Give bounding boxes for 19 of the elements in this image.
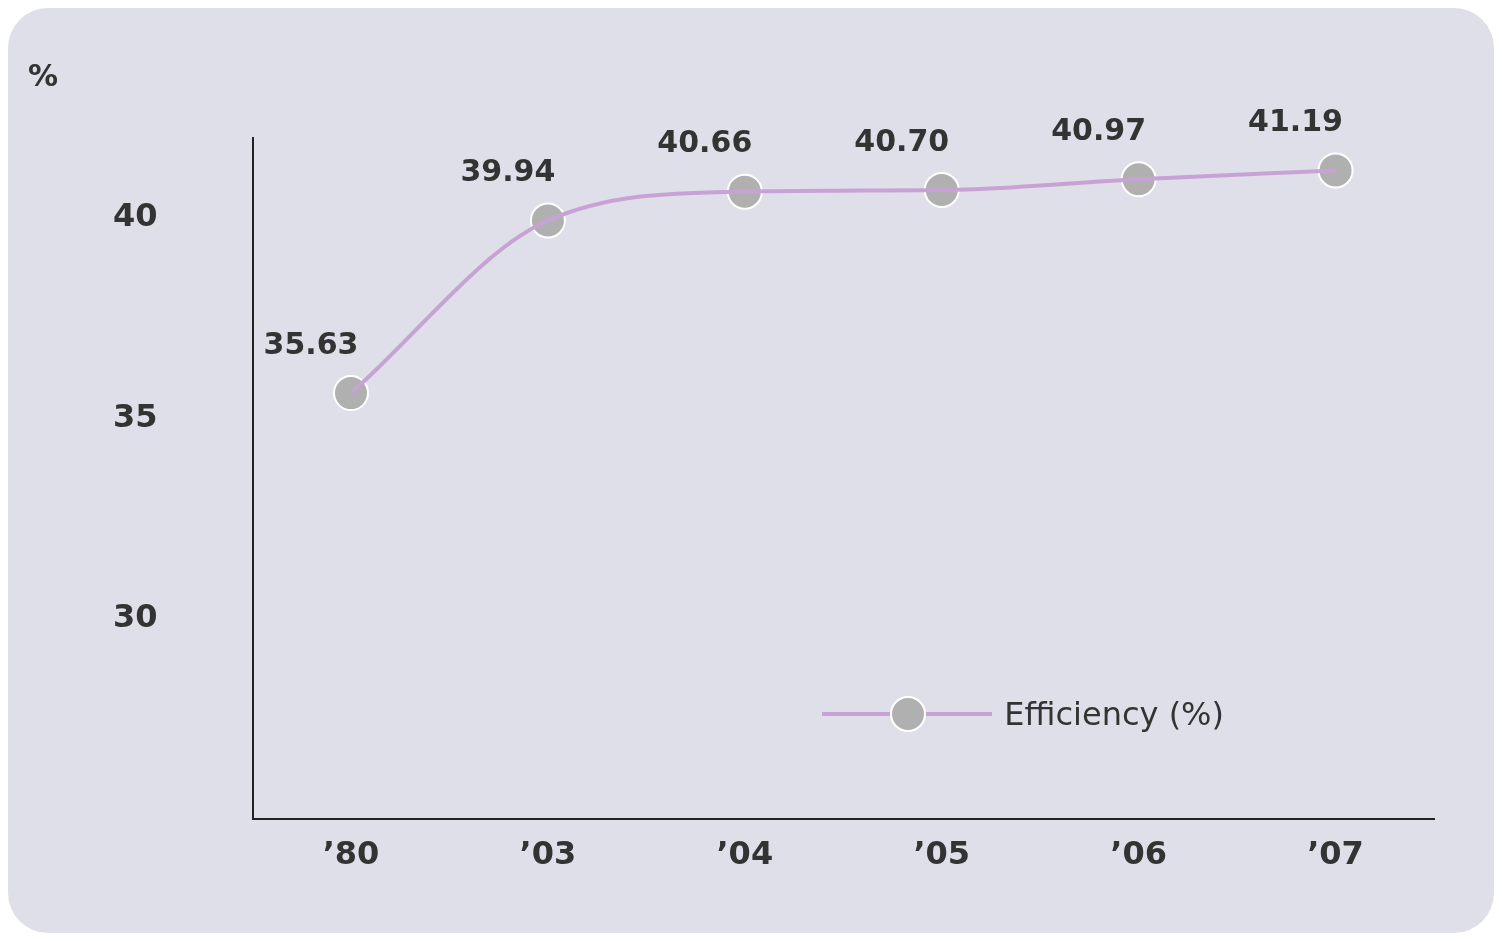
point: [332, 375, 369, 412]
y-axis-title: %: [27, 57, 59, 93]
text: 39.94: [460, 153, 556, 189]
text: 40.70: [854, 122, 950, 158]
x-tick-label: ’03: [519, 834, 577, 873]
x-tick-label: ’06: [1110, 834, 1167, 873]
x-tick-label: ’04: [716, 834, 774, 873]
x-tick-label: ’05: [913, 834, 971, 873]
text: 40.97: [1051, 112, 1147, 148]
x-tick-label: ’07: [1307, 834, 1364, 873]
text: 35.63: [263, 325, 359, 361]
y-tick-label: 40: [113, 196, 158, 235]
x-tick-label: ’80: [322, 834, 380, 873]
y-tick-label: 30: [113, 596, 158, 635]
text: Efficiency (%): [1004, 695, 1224, 733]
text: 41.19: [1248, 103, 1343, 139]
point: [1317, 152, 1354, 189]
text: 40.66: [657, 124, 753, 160]
y-tick-label: 35: [113, 396, 158, 435]
